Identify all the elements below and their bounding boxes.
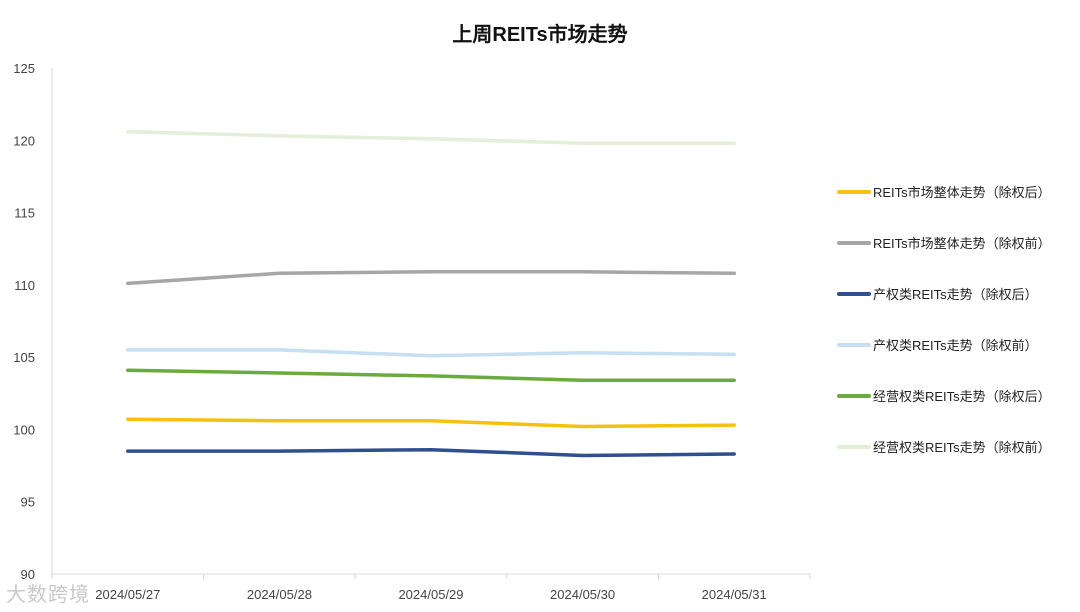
legend-item-2[interactable]: REITs市场整体走势（除权前） (837, 217, 1077, 268)
series-line-1 (126, 417, 736, 429)
legend-swatch-1 (837, 189, 871, 194)
y-tick-label: 115 (14, 206, 35, 221)
y-tick-label: 90 (21, 567, 35, 582)
series-line-6 (126, 129, 736, 145)
series-line-5 (126, 368, 736, 383)
series-line-2 (126, 270, 736, 286)
y-tick-label: 110 (14, 278, 35, 293)
legend-swatch-3 (837, 291, 871, 296)
legend-item-3[interactable]: 产权类REITs走势（除权后） (837, 268, 1077, 319)
legend-item-1[interactable]: REITs市场整体走势（除权后） (837, 166, 1077, 217)
y-tick-label: 125 (13, 61, 35, 76)
legend-item-4[interactable]: 产权类REITs走势（除权前） (837, 319, 1077, 370)
series-line-4 (126, 348, 736, 358)
legend-swatch-5 (837, 393, 871, 398)
legend-label-1: REITs市场整体走势（除权后） (873, 185, 1051, 200)
legend-label-4: 产权类REITs走势（除权前） (873, 338, 1038, 353)
y-tick-label: 105 (13, 350, 35, 365)
y-tick-label: 120 (13, 133, 35, 148)
x-tick-label: 2024/05/28 (247, 587, 312, 602)
watermark: 大数跨境 (6, 584, 90, 606)
y-tick-label: 95 (21, 495, 35, 510)
legend-item-6[interactable]: 经营权类REITs走势（除权前） (837, 421, 1077, 472)
legend-label-3: 产权类REITs走势（除权后） (873, 287, 1038, 302)
legend-swatch-2 (837, 240, 871, 245)
x-tick-label: 2024/05/27 (95, 587, 160, 602)
chart-title: 上周REITs市场走势 (452, 24, 628, 46)
legend-item-5[interactable]: 经营权类REITs走势（除权后） (837, 370, 1077, 421)
legend-swatch-4 (837, 342, 871, 347)
x-tick-label: 2024/05/31 (702, 587, 767, 602)
legend: REITs市场整体走势（除权后） REITs市场整体走势（除权前） 产权类REI… (837, 166, 1077, 472)
legend-label-6: 经营权类REITs走势（除权前） (873, 440, 1051, 455)
x-tick-label: 2024/05/29 (398, 587, 463, 602)
legend-swatch-6 (837, 444, 871, 449)
series-line-3 (126, 447, 736, 458)
y-tick-label: 100 (13, 422, 35, 437)
legend-label-2: REITs市场整体走势（除权前） (873, 236, 1051, 251)
legend-label-5: 经营权类REITs走势（除权后） (873, 389, 1051, 404)
x-tick-label: 2024/05/30 (550, 587, 615, 602)
